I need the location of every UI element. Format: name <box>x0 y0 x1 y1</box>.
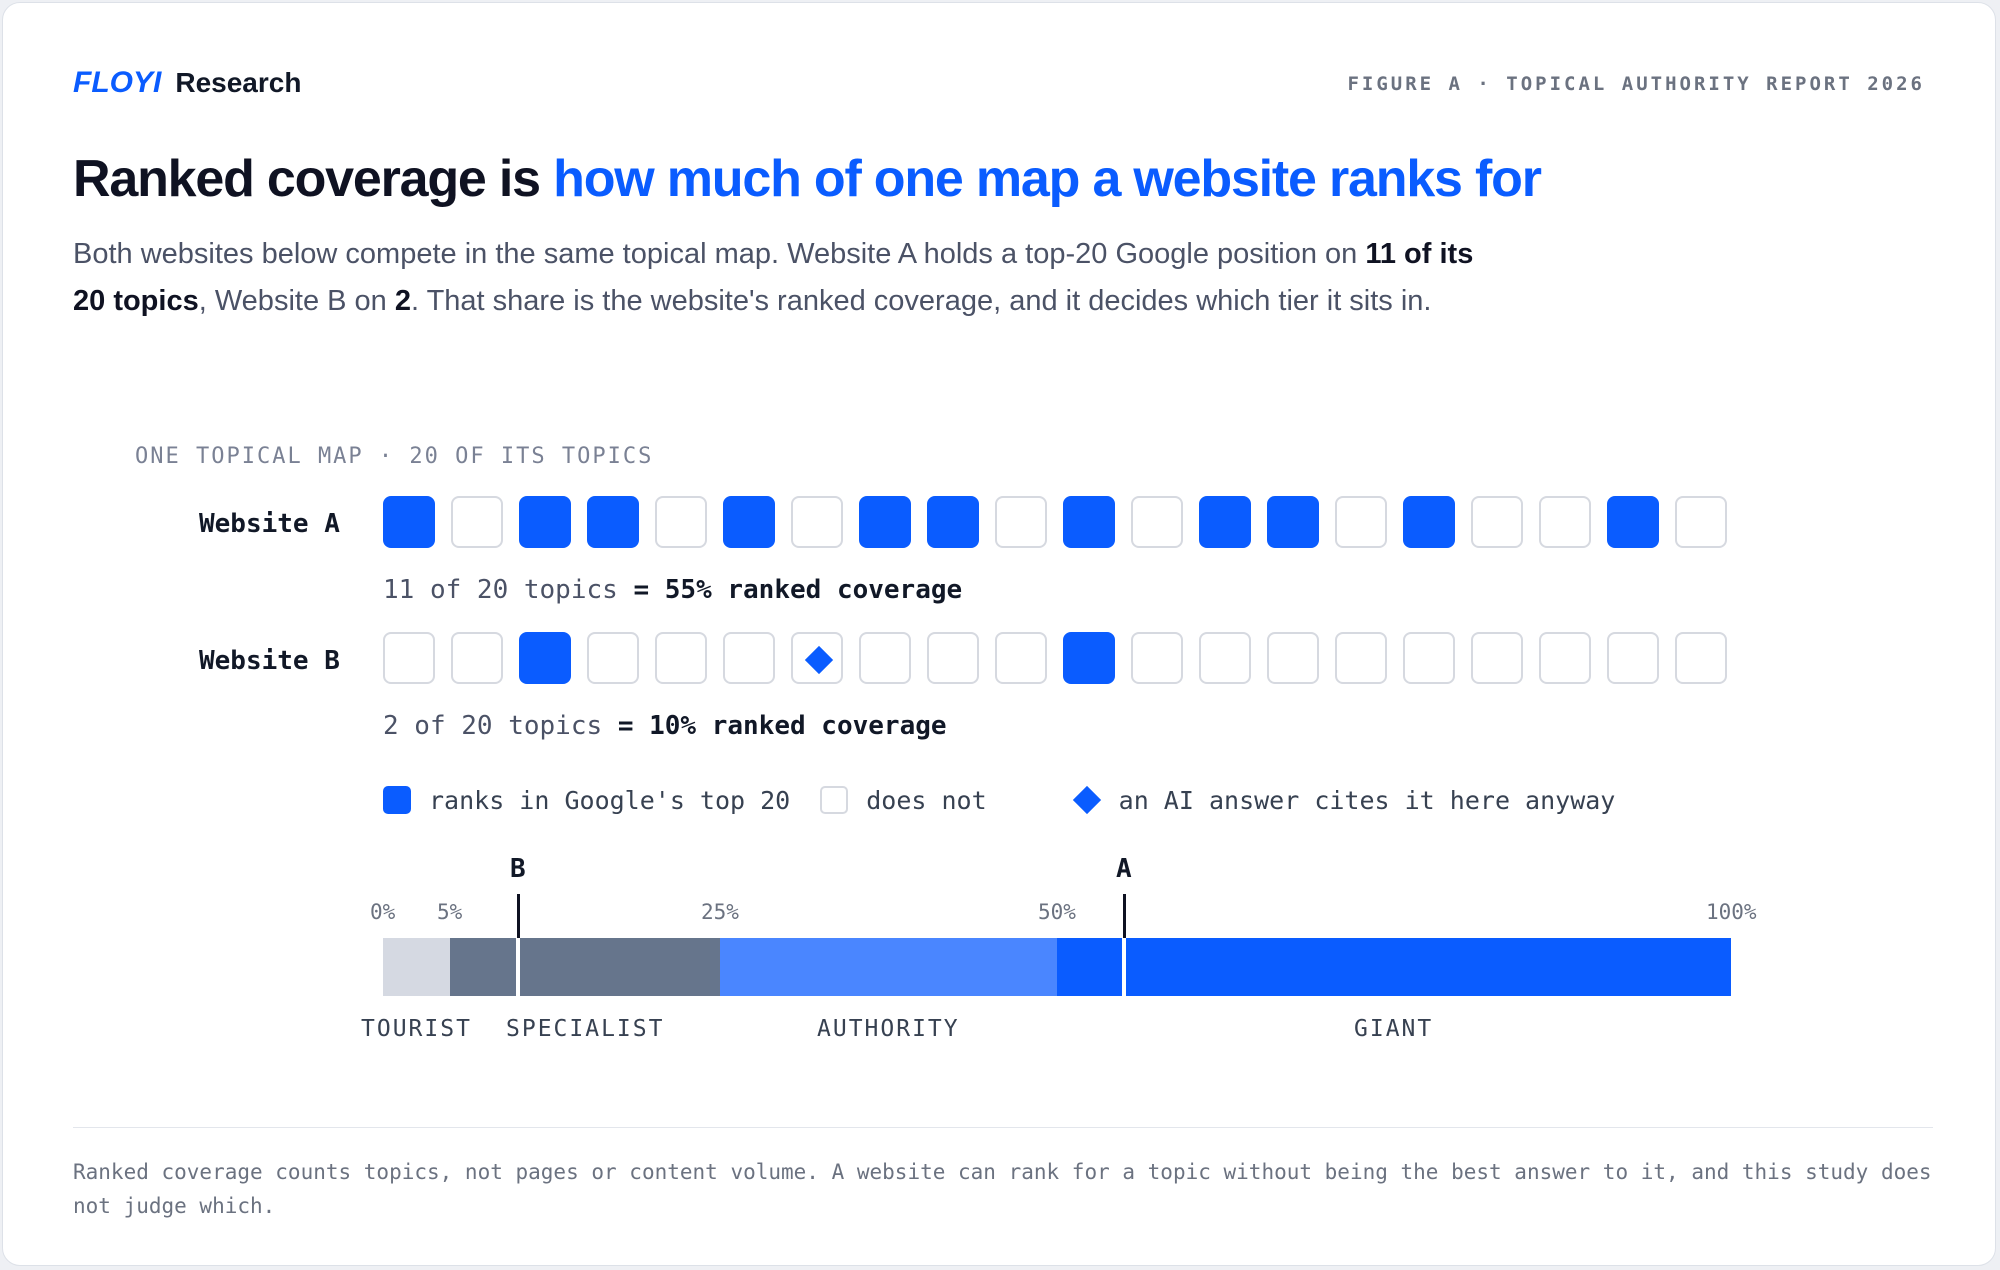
website-a-topic-17-unranked <box>1471 496 1523 548</box>
website-b-topic-8-unranked <box>859 632 911 684</box>
intro-text-2: , Website B on <box>198 285 395 317</box>
coverage-marker-label-a: A <box>1116 854 1132 884</box>
intro-text-3: . That share is the website's ranked cov… <box>410 285 1432 317</box>
legend-ranks-swatch <box>383 786 411 814</box>
scale-tick-5: 5% <box>437 900 463 924</box>
website-b-topic-4-unranked <box>587 632 639 684</box>
figure-label: FIGURE A · TOPICAL AUTHORITY REPORT 2026 <box>1347 73 1925 95</box>
website-a-topic-8-ranked <box>859 496 911 548</box>
marker-gap-a <box>1122 938 1126 996</box>
coverage-marker-a <box>1123 894 1126 938</box>
page-title: Ranked coverage is how much of one map a… <box>73 149 1542 209</box>
website-b-topic-7-unranked <box>791 632 843 684</box>
scale-tick-100: 100% <box>1706 900 1757 924</box>
marker-gap-b <box>516 938 520 996</box>
website-a-topic-4-ranked <box>587 496 639 548</box>
tier-label-giant: GIANT <box>1354 1016 1434 1042</box>
website-b-topic-1-unranked <box>383 632 435 684</box>
website-a-topic-13-ranked <box>1199 496 1251 548</box>
legend-ranks-label: ranks in Google's top 20 <box>429 785 791 815</box>
website-b-caption-bold: = 10% ranked coverage <box>617 711 947 741</box>
website-a-topic-16-ranked <box>1403 496 1455 548</box>
website-b-caption-plain: 2 of 20 topics <box>383 711 618 741</box>
legend: ranks in Google's top 20 does not an AI … <box>383 785 1615 815</box>
website-a-topic-3-ranked <box>519 496 571 548</box>
website-a-topic-9-ranked <box>927 496 979 548</box>
website-b-topic-grid <box>383 632 1727 684</box>
tier-segment-authority <box>720 938 1057 996</box>
website-b-topic-17-unranked <box>1471 632 1523 684</box>
website-a-topic-18-unranked <box>1539 496 1591 548</box>
tier-label-tourist: TOURIST <box>361 1016 472 1042</box>
website-a-topic-15-unranked <box>1335 496 1387 548</box>
website-a-topic-11-ranked <box>1063 496 1115 548</box>
website-b-topic-10-unranked <box>995 632 1047 684</box>
website-b-topic-14-unranked <box>1267 632 1319 684</box>
website-b-topic-20-unranked <box>1675 632 1727 684</box>
legend-not-swatch <box>820 786 849 814</box>
footnote: Ranked coverage counts topics, not pages… <box>73 1160 1932 1218</box>
headline-accent: how much of one map a website ranks for <box>553 150 1542 208</box>
website-a-topic-7-unranked <box>791 496 843 548</box>
website-a-topic-10-unranked <box>995 496 1047 548</box>
tier-label-authority: AUTHORITY <box>817 1016 960 1042</box>
website-a-caption-bold: = 55% ranked coverage <box>633 575 963 605</box>
website-b-topic-9-unranked <box>927 632 979 684</box>
scale-tick-25: 25% <box>701 900 739 924</box>
website-b-topic-2-unranked <box>451 632 503 684</box>
scale-tick-0: 0% <box>370 900 396 924</box>
website-b-topic-18-unranked <box>1539 632 1591 684</box>
tier-segment-giant <box>1057 938 1731 996</box>
website-b-topic-12-unranked <box>1131 632 1183 684</box>
website-a-topic-19-ranked <box>1607 496 1659 548</box>
website-b-topic-6-unranked <box>723 632 775 684</box>
website-b-caption: 2 of 20 topics = 10% ranked coverage <box>383 711 947 741</box>
ai-citation-diamond-icon <box>804 645 834 675</box>
website-b-label: Website B <box>199 646 340 676</box>
website-b-topic-19-unranked <box>1607 632 1659 684</box>
brand-name: Research <box>175 67 302 98</box>
intro-bold-1: 11 of its 20 topics <box>73 238 1474 317</box>
website-a-topic-5-unranked <box>655 496 707 548</box>
website-b-topic-5-unranked <box>655 632 707 684</box>
website-a-topic-grid <box>383 496 1727 548</box>
intro-paragraph: Both websites below compete in the same … <box>73 231 1513 325</box>
website-a-topic-1-ranked <box>383 496 435 548</box>
headline-lead: Ranked coverage is <box>73 150 554 208</box>
brand: FLOYI Research <box>73 63 301 103</box>
website-a-caption-plain: 11 of 20 topics <box>383 575 634 605</box>
website-a-topic-6-ranked <box>723 496 775 548</box>
website-b-topic-3-ranked <box>519 632 571 684</box>
website-a-topic-14-ranked <box>1267 496 1319 548</box>
website-b-topic-11-ranked <box>1063 632 1115 684</box>
legend-ai-label: an AI answer cites it here anyway <box>1118 785 1616 815</box>
map-label: ONE TOPICAL MAP · 20 OF ITS TOPICS <box>135 444 654 469</box>
website-b-topic-15-unranked <box>1335 632 1387 684</box>
coverage-marker-label-b: B <box>510 854 526 884</box>
brand-logo: FLOYI <box>73 66 162 99</box>
coverage-marker-b <box>517 894 520 938</box>
tier-segment-tourist <box>383 938 450 996</box>
tier-label-specialist: SPECIALIST <box>506 1016 665 1042</box>
website-a-topic-12-unranked <box>1131 496 1183 548</box>
tier-scale: TOURIST SPECIALIST AUTHORITY GIANT 0% 5% 25% 50… <box>361 854 1757 1042</box>
intro-bold-2: 2 <box>394 285 411 317</box>
website-a-label: Website A <box>199 509 340 539</box>
legend-ai-diamond-icon <box>1072 785 1101 815</box>
legend-not-label: does not <box>866 785 987 815</box>
intro-text-1: Both websites below compete in the same … <box>73 238 1366 270</box>
website-a-caption: 11 of 20 topics = 55% ranked coverage <box>383 575 962 605</box>
website-b-topic-16-unranked <box>1403 632 1455 684</box>
scale-tick-50: 50% <box>1038 900 1076 924</box>
website-a-topic-20-unranked <box>1675 496 1727 548</box>
website-b-topic-13-unranked <box>1199 632 1251 684</box>
website-a-topic-2-unranked <box>451 496 503 548</box>
footer-divider <box>73 1127 1933 1128</box>
tier-segment-specialist <box>450 938 720 996</box>
